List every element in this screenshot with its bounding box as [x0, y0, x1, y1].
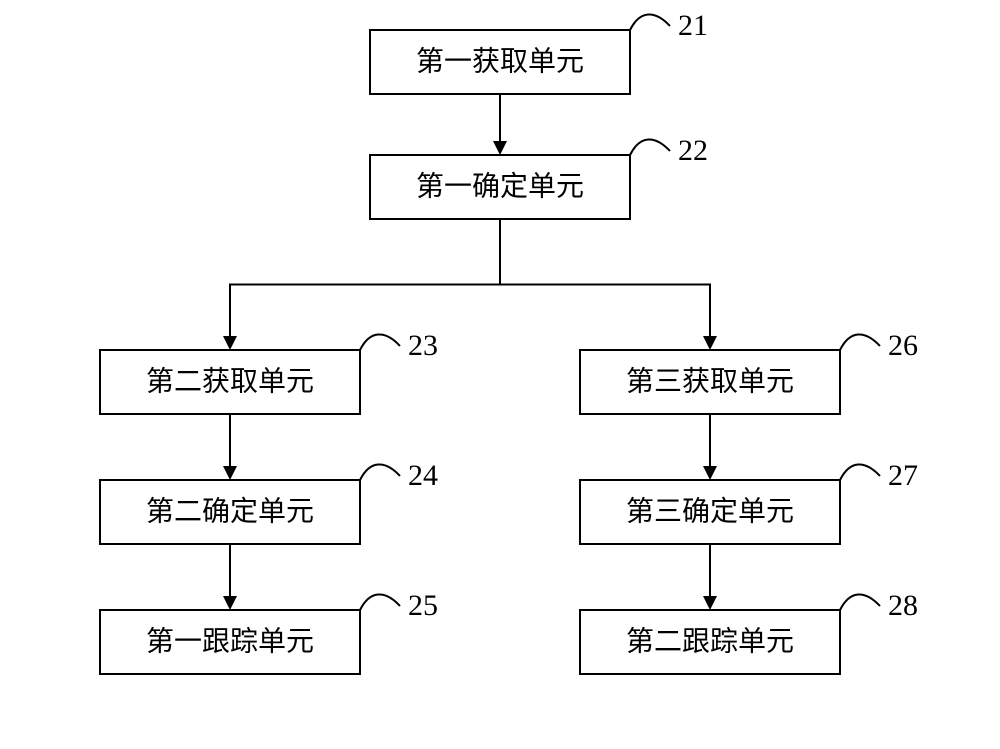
leader-line: [360, 334, 400, 350]
leader-line: [840, 594, 880, 610]
node-label: 第三获取单元: [626, 365, 794, 397]
leader-line: [840, 334, 880, 350]
node-number: 28: [888, 589, 918, 622]
flow-node-n28: 第二跟踪单元 28: [580, 589, 918, 674]
node-number: 21: [678, 9, 708, 42]
leader-line: [840, 464, 880, 480]
leader-line: [360, 594, 400, 610]
flow-node-n22: 第一确定单元 22: [370, 134, 708, 219]
flow-node-n25: 第一跟踪单元 25: [100, 589, 438, 674]
leader-line: [360, 464, 400, 480]
node-number: 22: [678, 134, 708, 167]
node-label: 第一确定单元: [416, 170, 584, 202]
node-label: 第二确定单元: [146, 495, 314, 527]
flow-node-n27: 第三确定单元 27: [580, 459, 918, 544]
leader-line: [630, 139, 670, 155]
node-number: 24: [408, 459, 438, 492]
flow-node-n21: 第一获取单元 21: [370, 9, 708, 94]
leader-line: [630, 14, 670, 30]
flow-node-n23: 第二获取单元 23: [100, 329, 438, 414]
node-label: 第二获取单元: [146, 365, 314, 397]
flow-node-n24: 第二确定单元 24: [100, 459, 438, 544]
node-number: 27: [888, 459, 918, 492]
flow-node-n26: 第三获取单元 26: [580, 329, 918, 414]
node-label: 第三确定单元: [626, 495, 794, 527]
node-label: 第一获取单元: [416, 45, 584, 77]
node-number: 23: [408, 329, 438, 362]
node-label: 第一跟踪单元: [146, 625, 314, 657]
node-number: 25: [408, 589, 438, 622]
node-label: 第二跟踪单元: [626, 625, 794, 657]
flowchart-canvas: 第一获取单元 21 第一确定单元 22 第二获取单元 23 第二确定单元 24 第一跟踪单元 25…: [0, 0, 1000, 749]
node-number: 26: [888, 329, 918, 362]
